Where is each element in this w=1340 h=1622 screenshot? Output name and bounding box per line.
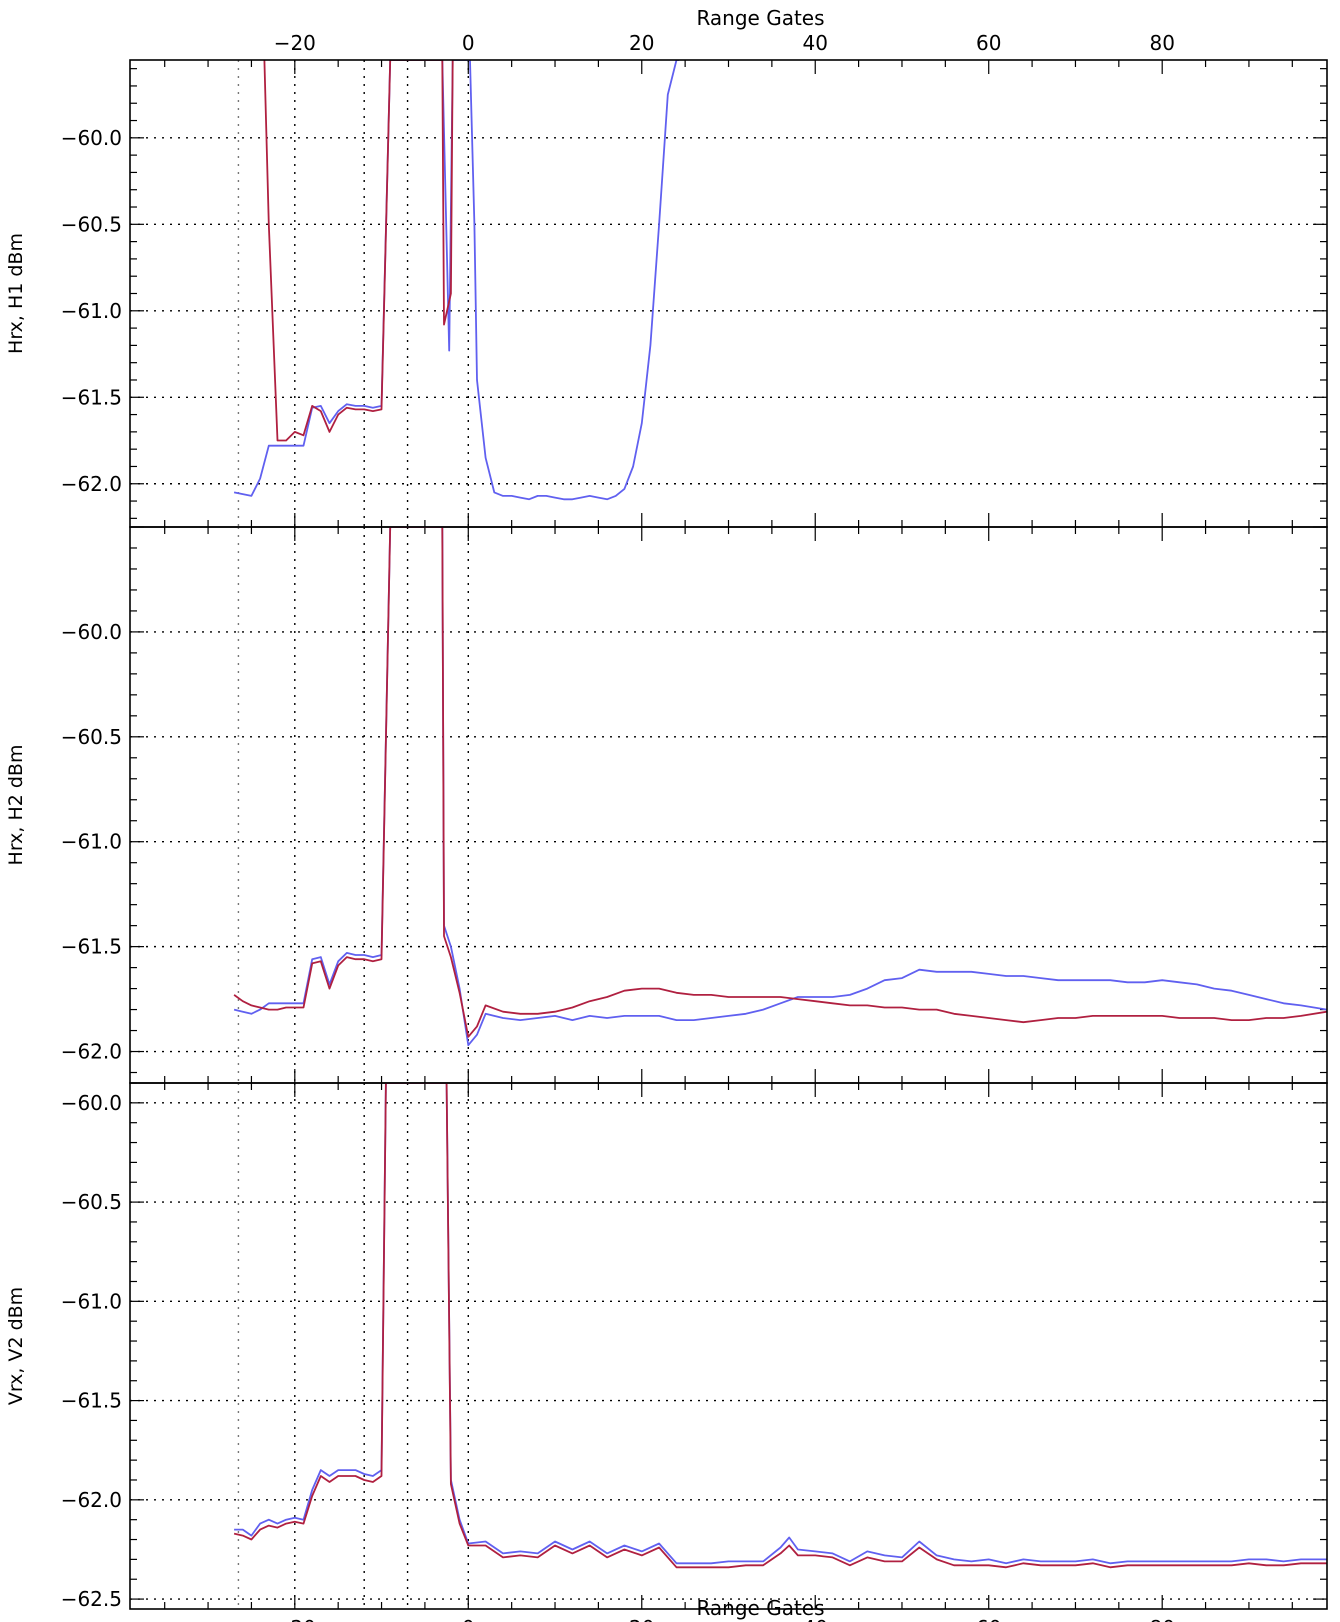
y-tick-label: −60.0 — [61, 126, 122, 150]
y-tick-label: −62.0 — [61, 472, 122, 496]
x-tick-label-top: 20 — [629, 31, 654, 55]
y-tick-label: −61.5 — [61, 385, 122, 409]
series-line-red — [263, 60, 454, 442]
series-group — [233, 1083, 1327, 1569]
y-tick-label: −61.5 — [61, 1389, 122, 1413]
x-axis-title-top: Range Gates — [696, 6, 824, 30]
y-tick-label: −61.0 — [61, 299, 122, 323]
y-axis-title: Vrx, V2 dBm — [5, 1287, 27, 1405]
plot-root: −60.0 −60.5 −61.0 −61.5 −62.0 Hrx, H1 dBm −20 0… — [5, 6, 1328, 1622]
y-tick-label: −61.0 — [61, 830, 122, 854]
y-axis-title: Hrx, H2 dBm — [5, 745, 27, 866]
x-tick-label-top: 80 — [1149, 31, 1174, 55]
y-tick-label: −62.5 — [61, 1587, 122, 1611]
series-group — [233, 60, 680, 501]
series-line-red — [233, 1083, 1327, 1569]
x-tick-label-top: 40 — [803, 31, 828, 55]
x-tick-label-top: −20 — [274, 31, 316, 55]
y-tick-label: −61.0 — [61, 1289, 122, 1313]
y-tick-label: −60.5 — [61, 725, 122, 749]
y-tick-label: −60.0 — [61, 620, 122, 644]
y-axis-title: Hrx, H1 dBm — [5, 233, 27, 354]
y-tick-label: −60.5 — [61, 212, 122, 236]
series-line-blue — [233, 527, 1327, 1047]
x-tick-label-bottom: 20 — [629, 1616, 654, 1622]
x-axis-title-bottom: Range Gates — [696, 1596, 824, 1620]
panel-frame — [129, 1082, 1328, 1610]
x-tick-label-top: 0 — [462, 31, 475, 55]
panel-1: −60.0 −60.5 −61.0 −61.5 −62.0 Hrx, H1 dBm −20 0… — [5, 6, 1328, 528]
x-tick-label-bottom: 60 — [976, 1616, 1001, 1622]
series-line-blue — [233, 60, 680, 501]
y-tick-label: −62.0 — [61, 1488, 122, 1512]
y-tick-label: −62.0 — [61, 1040, 122, 1064]
x-tick-label-bottom: 80 — [1149, 1616, 1174, 1622]
y-tick-label: −60.0 — [61, 1091, 122, 1115]
panel-3: −60.0 −60.5 −61.0 −61.5 −62.0 −62.5 Vrx, V2 dB… — [5, 1082, 1328, 1622]
x-tick-label-top: 60 — [976, 31, 1001, 55]
y-tick-label: −61.5 — [61, 935, 122, 959]
x-tick-label-bottom: 40 — [803, 1616, 828, 1622]
series-line-blue — [234, 1083, 1327, 1565]
x-tick-label-bottom: −20 — [274, 1616, 316, 1622]
series-group — [233, 527, 1327, 1047]
y-tick-label: −60.5 — [61, 1190, 122, 1214]
x-tick-label-bottom: 0 — [462, 1616, 475, 1622]
series-line-red — [233, 527, 1327, 1038]
